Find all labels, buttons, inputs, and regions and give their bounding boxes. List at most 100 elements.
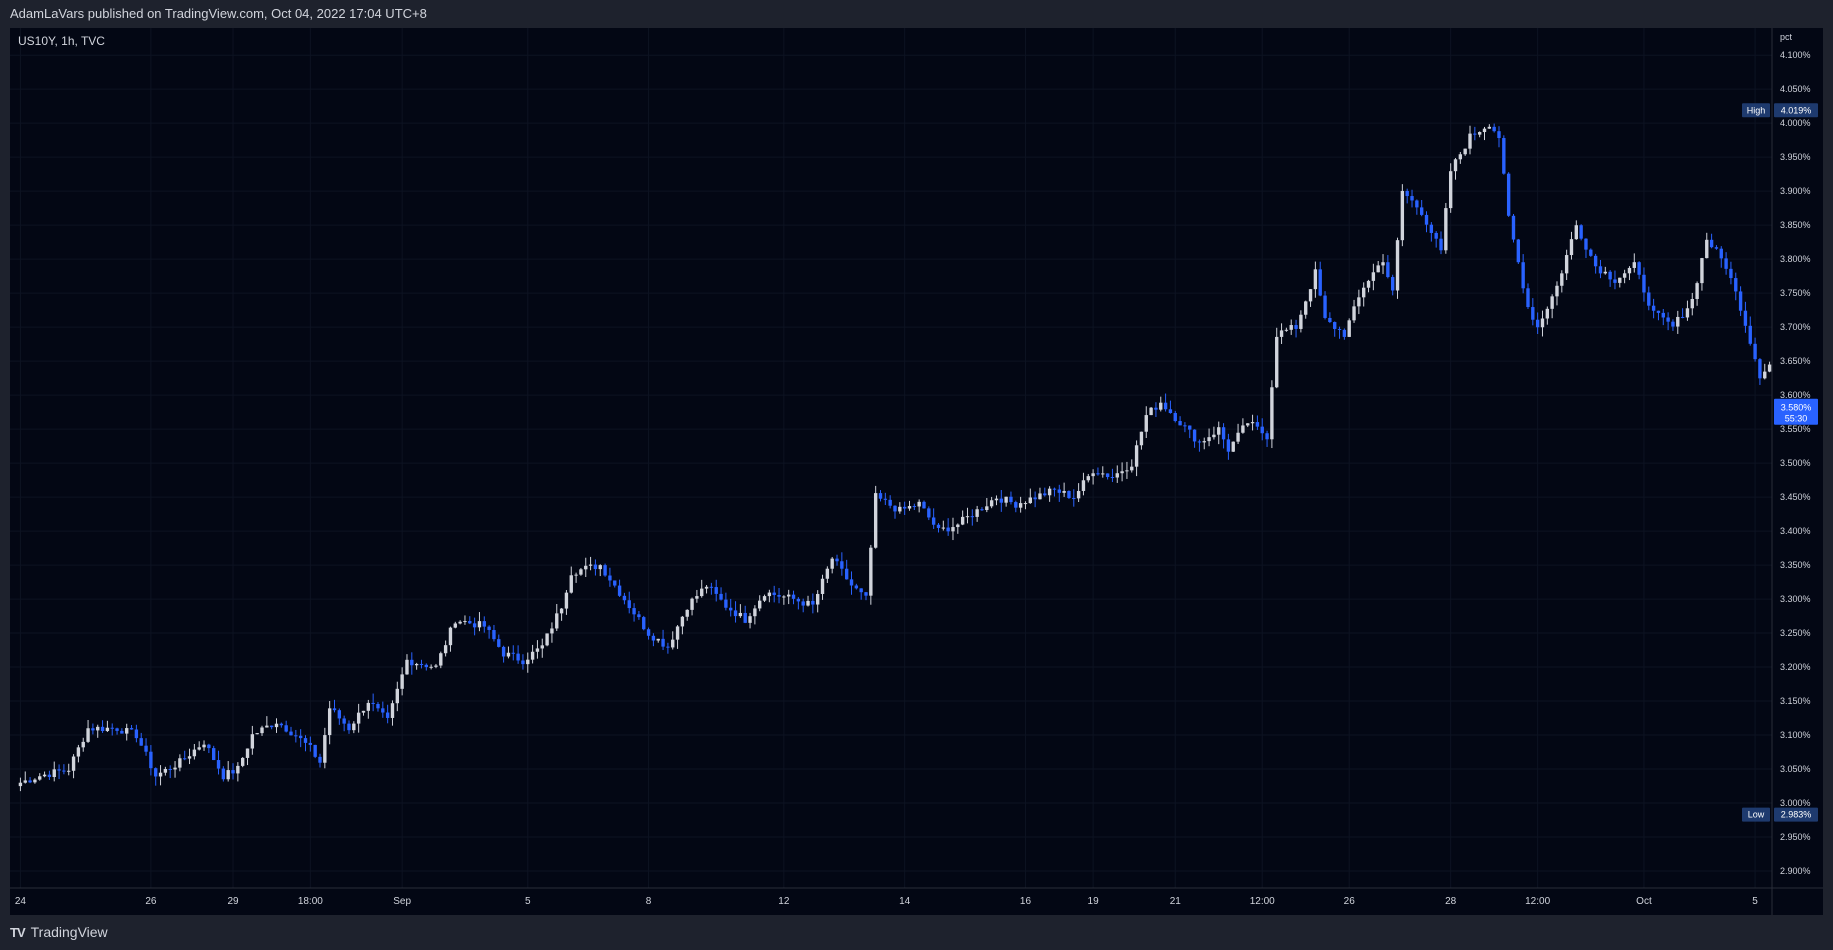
candle-body[interactable]	[28, 780, 32, 783]
candle-body[interactable]	[86, 728, 90, 742]
candle-body[interactable]	[1352, 306, 1356, 321]
candle-body[interactable]	[492, 630, 496, 640]
candle-body[interactable]	[458, 621, 462, 624]
candle-body[interactable]	[1081, 480, 1086, 491]
candle-body[interactable]	[434, 665, 438, 667]
candle-body[interactable]	[1366, 280, 1371, 288]
candle-body[interactable]	[748, 616, 752, 623]
candle-body[interactable]	[477, 621, 482, 628]
candle-body[interactable]	[883, 498, 888, 500]
candle-body[interactable]	[951, 527, 955, 532]
candle-body[interactable]	[540, 645, 544, 649]
candle-body[interactable]	[472, 623, 477, 628]
candle-body[interactable]	[284, 725, 288, 732]
candle-body[interactable]	[1110, 477, 1115, 479]
candle-body[interactable]	[187, 756, 192, 759]
candle-body[interactable]	[830, 558, 834, 569]
candle-body[interactable]	[1284, 329, 1289, 331]
candle-body[interactable]	[1260, 426, 1264, 434]
candle-body[interactable]	[1506, 173, 1511, 216]
candle-body[interactable]	[294, 735, 298, 737]
candle-body[interactable]	[1207, 437, 1211, 442]
candle-body[interactable]	[250, 734, 255, 749]
candle-body[interactable]	[1560, 273, 1564, 286]
candle-body[interactable]	[815, 593, 820, 605]
candle-body[interactable]	[1492, 126, 1496, 132]
candle-body[interactable]	[516, 653, 520, 661]
candle-body[interactable]	[487, 626, 491, 631]
candle-body[interactable]	[719, 593, 723, 600]
candle-body[interactable]	[1101, 473, 1105, 475]
candle-body[interactable]	[1168, 409, 1173, 414]
candle-body[interactable]	[1748, 325, 1752, 344]
candle-body[interactable]	[274, 723, 279, 728]
candle-body[interactable]	[318, 756, 322, 763]
candle-body[interactable]	[1700, 258, 1704, 284]
candle-body[interactable]	[197, 747, 201, 750]
candle-body[interactable]	[1661, 312, 1665, 318]
candle-body[interactable]	[1724, 258, 1728, 269]
candle-body[interactable]	[1062, 490, 1066, 493]
candle-body[interactable]	[1371, 272, 1376, 281]
candle-body[interactable]	[555, 613, 559, 629]
candle-body[interactable]	[303, 738, 308, 743]
candle-body[interactable]	[183, 758, 187, 760]
candle-body[interactable]	[1468, 133, 1472, 149]
candle-body[interactable]	[1448, 171, 1453, 209]
candle-body[interactable]	[1212, 434, 1216, 438]
candle-body[interactable]	[970, 516, 975, 518]
candle-body[interactable]	[714, 587, 718, 594]
candle-body[interactable]	[632, 608, 636, 615]
candle-body[interactable]	[361, 710, 366, 713]
candle-body[interactable]	[1250, 422, 1255, 424]
candle-body[interactable]	[342, 718, 346, 724]
candle-body[interactable]	[105, 727, 110, 732]
candle-body[interactable]	[1391, 277, 1395, 291]
candle-body[interactable]	[1690, 298, 1694, 309]
candle-body[interactable]	[1134, 445, 1139, 467]
candle-body[interactable]	[149, 751, 153, 769]
candle-body[interactable]	[1593, 255, 1598, 267]
candle-body[interactable]	[139, 738, 143, 746]
candle-body[interactable]	[777, 595, 781, 597]
candle-body[interactable]	[588, 564, 593, 566]
candle-body[interactable]	[1497, 131, 1501, 139]
candle-body[interactable]	[1173, 413, 1177, 422]
candle-body[interactable]	[1458, 154, 1463, 160]
candle-body[interactable]	[1453, 159, 1458, 172]
candle-body[interactable]	[656, 638, 660, 641]
candle-body[interactable]	[1666, 317, 1670, 322]
candle-body[interactable]	[405, 659, 409, 675]
candle-body[interactable]	[23, 780, 27, 783]
candle-body[interactable]	[337, 710, 342, 719]
candle-body[interactable]	[1535, 319, 1540, 328]
candle-body[interactable]	[1236, 432, 1240, 442]
candle-body[interactable]	[844, 568, 849, 580]
candle-body[interactable]	[613, 580, 617, 586]
candle-body[interactable]	[1613, 279, 1617, 283]
candle-body[interactable]	[100, 726, 105, 732]
candle-body[interactable]	[255, 733, 259, 735]
candle-body[interactable]	[1555, 285, 1559, 297]
candle-body[interactable]	[173, 767, 177, 770]
candle-body[interactable]	[115, 728, 119, 731]
candle-body[interactable]	[1023, 503, 1028, 505]
candle-body[interactable]	[1333, 322, 1337, 329]
candle-body[interactable]	[1299, 314, 1303, 329]
candle-body[interactable]	[1318, 269, 1322, 296]
candle-body[interactable]	[666, 646, 670, 648]
candle-body[interactable]	[158, 772, 163, 777]
candle-body[interactable]	[782, 596, 786, 598]
candle-body[interactable]	[907, 506, 912, 509]
candle-body[interactable]	[608, 575, 612, 581]
candle-body[interactable]	[1656, 310, 1661, 313]
candle-body[interactable]	[207, 744, 211, 749]
candle-body[interactable]	[1463, 148, 1467, 155]
candle-body[interactable]	[371, 702, 375, 704]
candle-body[interactable]	[724, 599, 728, 608]
candle-body[interactable]	[922, 501, 926, 509]
candle-body[interactable]	[1589, 249, 1593, 256]
candle-body[interactable]	[212, 748, 216, 761]
candle-body[interactable]	[1033, 497, 1037, 500]
candle-body[interactable]	[593, 564, 598, 570]
